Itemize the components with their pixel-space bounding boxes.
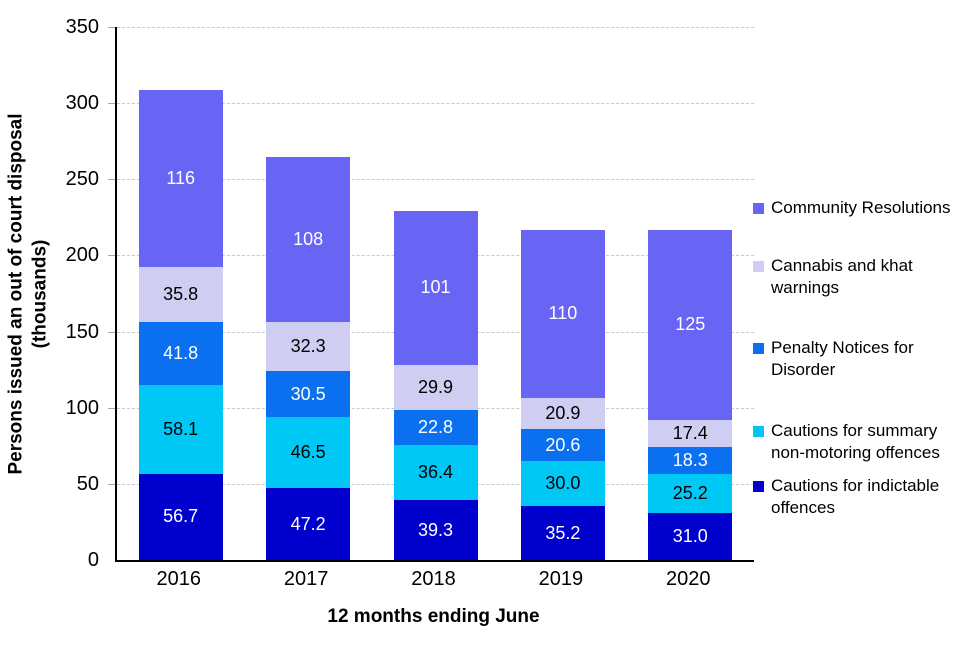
bar-segment: 22.8 xyxy=(393,410,478,445)
bar-segment: 41.8 xyxy=(138,321,223,386)
x-axis-tick-labels: 2016 2017 2018 2019 2020 xyxy=(115,568,752,594)
bar-segment-label: 30.0 xyxy=(545,473,581,494)
legend-swatch-icon xyxy=(753,343,764,354)
gridline xyxy=(117,179,754,181)
bar-segment-label: 47.2 xyxy=(290,513,326,534)
bar-segment-label: 25.2 xyxy=(672,483,708,504)
legend-label: Penalty Notices for Disorder xyxy=(771,338,914,379)
legend-item: Cautions for summary non-motoring offenc… xyxy=(753,420,967,464)
y-tick-label: 250 xyxy=(65,168,99,191)
bar-segment-label: 22.8 xyxy=(417,416,454,437)
bar-segment-label: 110 xyxy=(548,303,578,324)
bar-segment: 35.2 xyxy=(520,506,605,560)
bar-segment: 31.0 xyxy=(648,512,733,560)
x-tick-label: 2019 xyxy=(538,568,584,590)
x-tick-label: 2016 xyxy=(156,568,201,590)
bar-segment-label: 41.8 xyxy=(163,342,199,363)
y-tick-label: 100 xyxy=(65,396,99,419)
y-tick-label: 200 xyxy=(65,244,99,267)
bar-segment-label: 36.4 xyxy=(417,462,454,482)
bar-segment: 46.5 xyxy=(266,417,351,489)
bar-segment: 56.7 xyxy=(138,473,223,560)
bar-segment: 39.3 xyxy=(393,500,478,560)
legend-item: Penalty Notices for Disorder xyxy=(753,337,967,381)
x-tick-label: 2020 xyxy=(666,568,711,590)
plot-area: 56.7 58.1 41.8 35.8 116 47.2 46.5 30.5 32.3 108 39… xyxy=(108,27,754,562)
bar-segment: 18.3 xyxy=(648,446,733,475)
bar-segment: 58.1 xyxy=(138,385,223,474)
x-tick-label: 2017 xyxy=(283,568,329,590)
bar-segment-label: 101 xyxy=(420,277,451,298)
legend-swatch-icon xyxy=(753,481,764,492)
bar-segment-label: 39.3 xyxy=(417,519,454,540)
legend-swatch-icon xyxy=(753,203,764,214)
y-axis-tickmark xyxy=(108,331,115,333)
bar-segment: 101 xyxy=(393,210,478,365)
gridline xyxy=(117,27,754,28)
x-axis-title: 12 months ending June xyxy=(327,606,540,627)
y-axis-tickmark xyxy=(108,179,115,181)
legend-item: Community Resolutions xyxy=(753,197,967,219)
bar-segment-label: 20.6 xyxy=(545,434,581,455)
bar-segment: 36.4 xyxy=(393,444,478,501)
bar-segment: 32.3 xyxy=(266,321,351,371)
bar-segment: 116 xyxy=(138,90,223,267)
bar-segment-label: 56.7 xyxy=(163,506,199,527)
legend-label: Cautions for indictable offences xyxy=(771,476,940,517)
bar-segment-label: 35.8 xyxy=(163,283,199,304)
bar-segment: 17.4 xyxy=(648,420,733,447)
y-tick-label: 50 xyxy=(76,472,99,495)
legend: Community Resolutions Cannabis and khat w… xyxy=(753,197,967,519)
bar-segment-label: 125 xyxy=(675,314,706,335)
y-axis-tickmark xyxy=(108,255,115,257)
bar-segment: 30.5 xyxy=(266,370,351,418)
bar-segment: 125 xyxy=(648,229,733,420)
legend-item: Cautions for indictable offences xyxy=(753,475,967,519)
bar-segment-label: 108 xyxy=(293,228,324,249)
bar-segment: 30.0 xyxy=(520,460,605,507)
bar-segment: 25.2 xyxy=(648,474,733,513)
gridline xyxy=(117,103,754,105)
legend-swatch-icon xyxy=(753,426,764,437)
y-axis-tickmark xyxy=(108,27,115,28)
y-tick-label: 150 xyxy=(65,320,99,343)
bar-segment: 20.9 xyxy=(520,397,605,430)
bar-segment: 108 xyxy=(266,157,351,322)
bar-segment-label: 116 xyxy=(166,168,196,189)
x-tick-label: 2018 xyxy=(411,568,456,590)
y-axis-tickmark xyxy=(108,103,115,105)
bar-segment-label: 30.5 xyxy=(290,383,326,404)
bar-segment-label: 35.2 xyxy=(545,522,581,543)
y-tick-label: 0 xyxy=(87,549,99,571)
bar-segment: 20.6 xyxy=(520,429,605,461)
bar-segment-label: 18.3 xyxy=(672,449,708,470)
bar-segment-label: 32.3 xyxy=(290,335,326,356)
bar-segment-label: 31.0 xyxy=(672,525,708,546)
legend-label: Cannabis and khat warnings xyxy=(771,256,913,297)
bar-segment: 35.8 xyxy=(138,267,223,322)
y-tick-label: 300 xyxy=(65,92,99,115)
y-axis-tickmark xyxy=(108,483,115,485)
bar-segment-label: 17.4 xyxy=(672,422,708,443)
bar-segment-label: 46.5 xyxy=(290,442,326,463)
legend-label: Community Resolutions xyxy=(771,198,951,217)
bar-segment-label: 58.1 xyxy=(163,418,199,439)
legend-item: Cannabis and khat warnings xyxy=(753,255,967,299)
bar-segment: 110 xyxy=(520,230,605,398)
legend-label: Cautions for summary non-motoring offenc… xyxy=(771,421,940,462)
bar-segment-label: 20.9 xyxy=(545,402,581,423)
legend-swatch-icon xyxy=(753,261,764,272)
bar-segment: 47.2 xyxy=(266,488,351,560)
y-axis-tickmark xyxy=(108,407,115,409)
y-tick-label: 350 xyxy=(65,16,99,38)
bar-segment-label: 29.9 xyxy=(417,376,454,397)
bar-segment: 29.9 xyxy=(393,364,478,410)
y-axis-tick-labels: 350 300 250 200 150 100 50 0 xyxy=(0,16,99,571)
